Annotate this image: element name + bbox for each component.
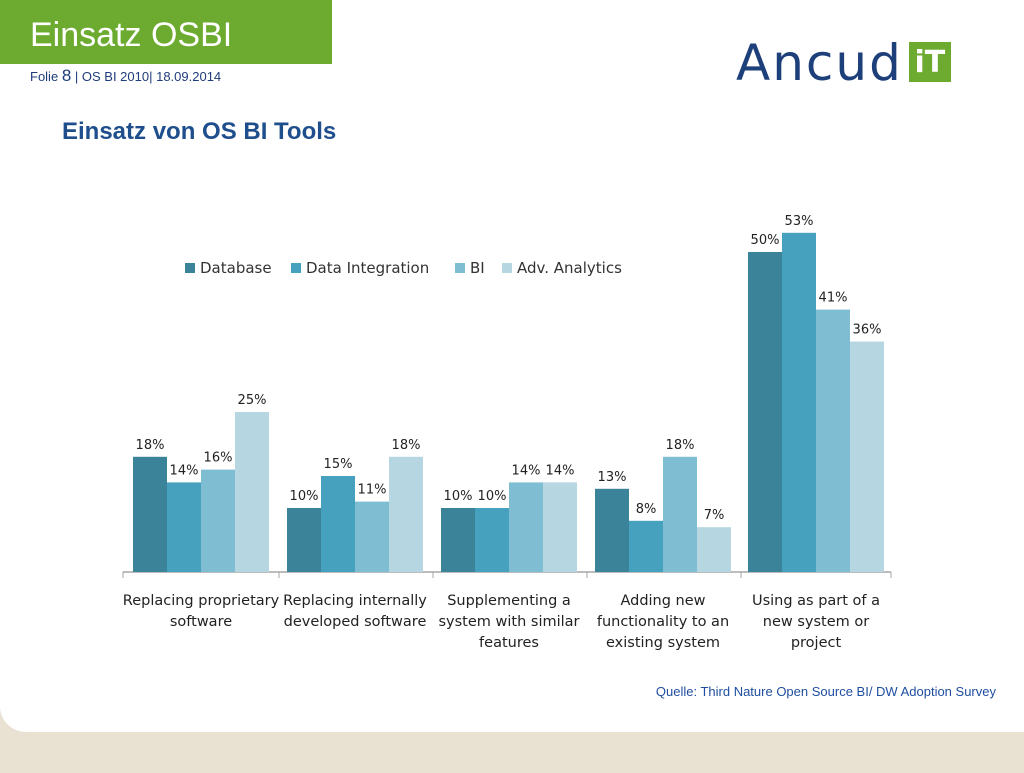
legend-swatch-3 <box>502 263 512 273</box>
bar <box>389 456 423 572</box>
bar <box>201 469 235 572</box>
data-label: 16% <box>204 451 233 466</box>
data-label: 53% <box>785 214 814 229</box>
legend-label-3: Adv. Analytics <box>517 259 622 277</box>
category-label: Supplementing a <box>447 593 571 609</box>
data-label: 36% <box>853 323 882 338</box>
category-label: software <box>170 614 232 630</box>
meta-prefix: Folie <box>30 69 59 84</box>
bar <box>595 488 629 572</box>
logo-text: Ancud <box>736 34 903 92</box>
data-label: 18% <box>392 438 421 453</box>
data-label: 10% <box>444 489 473 504</box>
category-label: existing system <box>606 635 720 651</box>
bar <box>629 520 663 572</box>
legend-label-2: BI <box>470 259 485 277</box>
category-label: Adding new <box>620 593 705 609</box>
data-label: 11% <box>358 483 387 498</box>
bar <box>287 508 321 572</box>
data-label: 10% <box>478 489 507 504</box>
data-label: 41% <box>819 291 848 306</box>
bar <box>543 482 577 572</box>
legend-swatch-0 <box>185 263 195 273</box>
category-label: new system or <box>763 614 869 630</box>
legend-label-0: Database <box>200 259 272 277</box>
data-label: 10% <box>290 489 319 504</box>
bar <box>321 476 355 572</box>
bar <box>133 456 167 572</box>
bar <box>663 456 697 572</box>
source-note: Quelle: Third Nature Open Source BI/ DW … <box>655 684 996 699</box>
data-label: 25% <box>238 393 267 408</box>
bar <box>355 501 389 572</box>
bar <box>748 252 782 572</box>
bar <box>509 482 543 572</box>
category-label: Using as part of a <box>752 593 880 609</box>
data-label: 50% <box>751 233 780 248</box>
category-label: functionality to an <box>597 614 729 630</box>
header-banner: Einsatz OSBI <box>0 0 332 64</box>
data-label: 18% <box>666 438 695 453</box>
bar <box>850 341 884 572</box>
meta-suffix: | OS BI 2010| 18.09.2014 <box>74 69 222 84</box>
data-label: 8% <box>636 502 657 517</box>
data-label: 13% <box>598 470 627 485</box>
category-label: project <box>791 635 842 651</box>
legend-swatch-2 <box>455 263 465 273</box>
bar <box>475 508 509 572</box>
slide-title: Einsatz von OS BI Tools <box>62 118 337 145</box>
category-label: features <box>479 635 539 651</box>
bar <box>816 309 850 572</box>
data-label: 18% <box>136 438 165 453</box>
data-label: 14% <box>512 463 541 478</box>
legend-swatch-1 <box>291 263 301 273</box>
header-title: Einsatz OSBI <box>30 16 233 54</box>
data-label: 14% <box>170 463 199 478</box>
data-label: 14% <box>546 463 575 478</box>
bar <box>235 412 269 572</box>
data-label: 7% <box>704 508 725 523</box>
slide-meta: Folie 8 | OS BI 2010| 18.09.2014 <box>30 66 221 86</box>
slide-number: 8 <box>61 66 72 85</box>
ancud-logo: Ancud iT <box>736 38 951 88</box>
legend-label-1: Data Integration <box>306 259 429 277</box>
bar <box>697 527 731 572</box>
category-label: Replacing proprietary <box>123 593 280 609</box>
category-label: developed software <box>284 614 427 630</box>
category-label: system with similar <box>438 614 579 630</box>
bar <box>441 508 475 572</box>
bar <box>782 232 816 573</box>
bar <box>167 482 201 572</box>
data-label: 15% <box>324 457 353 472</box>
category-label: Replacing internally <box>283 593 427 609</box>
logo-badge: iT <box>908 42 951 82</box>
